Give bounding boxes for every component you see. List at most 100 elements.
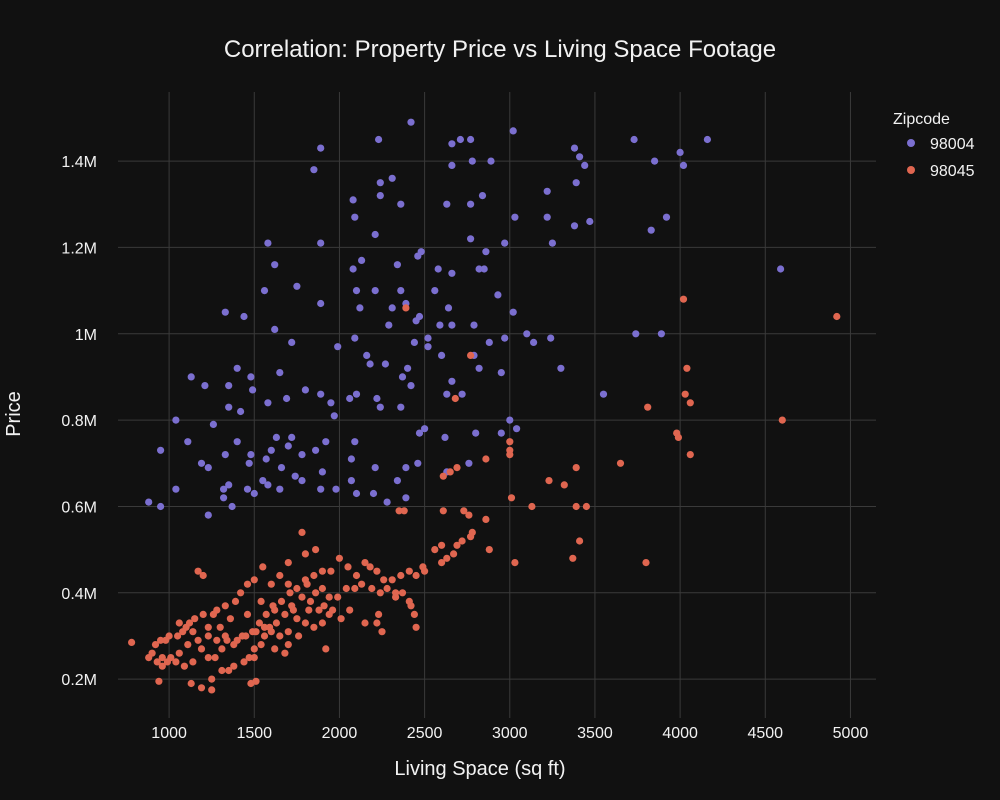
data-point-98045[interactable] bbox=[226, 615, 234, 623]
data-point-98045[interactable] bbox=[306, 597, 315, 606]
data-point-98045[interactable] bbox=[378, 628, 386, 636]
data-point-98004[interactable] bbox=[424, 334, 432, 342]
data-point-98004[interactable] bbox=[291, 472, 299, 480]
data-point-98045[interactable] bbox=[344, 563, 352, 571]
data-point-98045[interactable] bbox=[211, 654, 219, 662]
data-point-98004[interactable] bbox=[478, 192, 487, 200]
data-point-98004[interactable] bbox=[599, 390, 608, 398]
data-point-98045[interactable] bbox=[318, 584, 326, 593]
data-point-98045[interactable] bbox=[252, 628, 260, 636]
data-point-98004[interactable] bbox=[349, 265, 357, 273]
data-point-98045[interactable] bbox=[398, 589, 407, 597]
data-point-98045[interactable] bbox=[325, 610, 333, 619]
data-point-98045[interactable] bbox=[315, 606, 323, 614]
data-point-98045[interactable] bbox=[153, 658, 161, 666]
data-point-98004[interactable] bbox=[298, 451, 306, 459]
data-point-98004[interactable] bbox=[397, 287, 405, 295]
data-point-98045[interactable] bbox=[361, 619, 369, 627]
data-point-98004[interactable] bbox=[393, 261, 401, 269]
data-point-98004[interactable] bbox=[347, 477, 355, 485]
data-point-98045[interactable] bbox=[158, 654, 166, 662]
data-point-98045[interactable] bbox=[208, 686, 216, 694]
data-point-98004[interactable] bbox=[157, 446, 165, 454]
data-point-98045[interactable] bbox=[485, 546, 493, 554]
data-point-98045[interactable] bbox=[346, 606, 354, 614]
data-point-98045[interactable] bbox=[213, 636, 221, 644]
data-point-98045[interactable] bbox=[506, 438, 514, 446]
data-point-98045[interactable] bbox=[686, 399, 694, 407]
data-point-98004[interactable] bbox=[456, 135, 464, 144]
data-point-98045[interactable] bbox=[301, 619, 309, 627]
data-point-98004[interactable] bbox=[443, 390, 451, 398]
data-point-98045[interactable] bbox=[528, 502, 536, 511]
data-point-98045[interactable] bbox=[298, 528, 306, 537]
data-point-98045[interactable] bbox=[284, 641, 292, 649]
data-point-98045[interactable] bbox=[616, 459, 625, 467]
data-point-98045[interactable] bbox=[257, 641, 265, 649]
data-point-98004[interactable] bbox=[472, 429, 480, 437]
data-point-98045[interactable] bbox=[686, 451, 694, 459]
data-point-98004[interactable] bbox=[221, 451, 229, 459]
data-point-98004[interactable] bbox=[497, 429, 505, 437]
data-point-98004[interactable] bbox=[468, 157, 476, 165]
data-point-98045[interactable] bbox=[175, 649, 183, 657]
data-point-98045[interactable] bbox=[167, 654, 175, 662]
data-point-98004[interactable] bbox=[240, 312, 248, 321]
data-point-98004[interactable] bbox=[201, 382, 209, 390]
data-point-98045[interactable] bbox=[482, 455, 490, 463]
data-point-98045[interactable] bbox=[158, 662, 166, 670]
data-point-98004[interactable] bbox=[465, 459, 473, 467]
data-point-98004[interactable] bbox=[371, 464, 379, 472]
data-point-98004[interactable] bbox=[283, 394, 291, 403]
data-point-98045[interactable] bbox=[260, 632, 269, 640]
data-point-98045[interactable] bbox=[288, 602, 296, 610]
data-point-98045[interactable] bbox=[250, 645, 258, 653]
data-point-98045[interactable] bbox=[151, 641, 160, 649]
data-point-98004[interactable] bbox=[383, 498, 391, 506]
data-point-98045[interactable] bbox=[361, 559, 369, 567]
data-point-98004[interactable] bbox=[317, 485, 325, 493]
data-point-98004[interactable] bbox=[434, 265, 442, 273]
data-point-98004[interactable] bbox=[371, 287, 379, 295]
data-point-98045[interactable] bbox=[312, 546, 320, 554]
data-point-98004[interactable] bbox=[630, 135, 638, 144]
data-point-98004[interactable] bbox=[352, 489, 361, 498]
data-point-98004[interactable] bbox=[467, 200, 475, 208]
data-point-98004[interactable] bbox=[317, 390, 325, 398]
data-point-98045[interactable] bbox=[395, 507, 403, 515]
data-point-98045[interactable] bbox=[189, 658, 197, 666]
data-point-98004[interactable] bbox=[318, 468, 326, 476]
data-point-98045[interactable] bbox=[358, 580, 366, 588]
data-point-98045[interactable] bbox=[410, 610, 418, 619]
data-point-98004[interactable] bbox=[475, 364, 483, 372]
data-point-98004[interactable] bbox=[376, 403, 384, 411]
data-point-98004[interactable] bbox=[467, 235, 475, 243]
data-point-98045[interactable] bbox=[218, 666, 226, 675]
data-point-98004[interactable] bbox=[145, 498, 153, 506]
data-point-98045[interactable] bbox=[376, 589, 384, 597]
data-point-98045[interactable] bbox=[511, 559, 519, 567]
data-point-98045[interactable] bbox=[545, 477, 553, 485]
data-point-98004[interactable] bbox=[376, 192, 384, 200]
data-point-98004[interactable] bbox=[586, 217, 594, 226]
data-point-98004[interactable] bbox=[363, 351, 371, 359]
data-point-98045[interactable] bbox=[322, 645, 330, 653]
data-point-98045[interactable] bbox=[467, 351, 475, 359]
data-point-98045[interactable] bbox=[225, 666, 233, 675]
data-point-98045[interactable] bbox=[281, 649, 289, 657]
data-point-98004[interactable] bbox=[225, 481, 233, 489]
data-point-98004[interactable] bbox=[506, 416, 514, 424]
data-point-98004[interactable] bbox=[249, 386, 257, 394]
data-point-98004[interactable] bbox=[259, 477, 267, 485]
data-point-98004[interactable] bbox=[523, 330, 531, 338]
data-point-98004[interactable] bbox=[407, 118, 415, 126]
data-point-98045[interactable] bbox=[245, 654, 253, 662]
data-point-98004[interactable] bbox=[233, 364, 241, 372]
data-point-98045[interactable] bbox=[277, 597, 286, 606]
data-point-98004[interactable] bbox=[458, 390, 466, 398]
data-point-98004[interactable] bbox=[412, 317, 420, 325]
data-point-98004[interactable] bbox=[277, 464, 286, 472]
legend[interactable]: Zipcode 98004 98045 bbox=[893, 111, 975, 180]
data-point-98004[interactable] bbox=[322, 438, 330, 446]
data-point-98045[interactable] bbox=[438, 541, 446, 549]
